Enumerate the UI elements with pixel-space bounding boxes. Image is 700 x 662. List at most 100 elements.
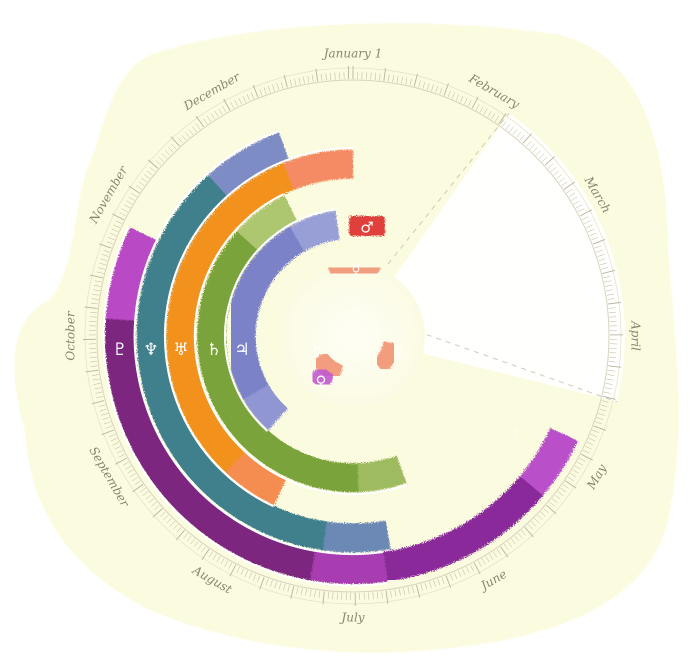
mark-venus <box>307 364 336 392</box>
day-tick <box>195 115 205 128</box>
day-tick <box>567 476 574 482</box>
mark-mercury-1 <box>326 259 382 282</box>
day-tick <box>540 511 546 517</box>
day-tick <box>516 132 521 138</box>
day-tick <box>607 301 621 305</box>
day-tick <box>521 530 527 536</box>
day-tick <box>327 591 329 599</box>
day-tick <box>93 289 101 292</box>
day-tick <box>509 126 514 133</box>
day-tick <box>89 316 97 318</box>
day-tick <box>379 73 381 81</box>
day-tick <box>111 228 119 233</box>
day-tick <box>100 258 108 262</box>
day-tick <box>296 587 299 594</box>
day-tick <box>592 238 606 245</box>
day-tick <box>544 156 555 166</box>
planet-bands <box>102 130 578 587</box>
day-tick <box>188 129 194 135</box>
day-tick <box>605 383 613 385</box>
day-tick <box>370 72 372 80</box>
day-tick <box>593 425 607 431</box>
day-tick <box>263 87 267 95</box>
day-tick <box>178 137 184 144</box>
day-tick <box>475 104 480 111</box>
day-tick <box>543 508 549 514</box>
moon-icon: ☾ <box>512 425 525 443</box>
day-tick <box>422 81 426 89</box>
day-tick <box>128 185 140 194</box>
day-tick <box>124 465 132 470</box>
uranus-icon: ♅ <box>173 340 188 360</box>
day-tick <box>607 369 615 372</box>
day-tick <box>461 568 466 576</box>
day-tick <box>583 449 590 454</box>
day-tick <box>228 562 233 570</box>
day-tick <box>590 433 598 438</box>
day-tick <box>218 108 223 115</box>
day-tick <box>588 437 596 442</box>
day-tick <box>193 541 199 548</box>
day-tick <box>556 174 562 179</box>
day-tick <box>579 209 592 217</box>
band-jupiter-edge <box>224 208 336 432</box>
day-tick <box>321 73 323 81</box>
day-tick <box>608 307 616 309</box>
day-tick <box>457 570 462 578</box>
day-tick <box>449 573 453 581</box>
day-tick <box>94 280 102 283</box>
day-tick <box>330 72 332 81</box>
day-tick <box>139 487 146 493</box>
day-tick <box>381 591 383 599</box>
day-tick <box>557 491 564 496</box>
day-tick <box>99 243 112 249</box>
day-tick <box>563 181 576 190</box>
day-tick <box>607 298 615 300</box>
day-tick <box>214 110 219 118</box>
day-tick <box>208 551 214 558</box>
month-label-october: October <box>64 310 78 360</box>
day-tick <box>390 590 392 598</box>
day-tick <box>90 361 98 363</box>
day-ticks <box>82 65 624 607</box>
day-tick <box>108 433 116 438</box>
band-saturn-edge <box>193 193 408 496</box>
day-tick <box>122 461 130 466</box>
day-tick <box>411 586 415 593</box>
day-tick <box>195 123 201 130</box>
day-tick <box>605 284 613 287</box>
day-tick <box>500 546 509 558</box>
day-tick <box>496 548 501 555</box>
day-tick <box>477 560 482 567</box>
day-tick <box>598 413 605 416</box>
day-tick <box>144 174 150 179</box>
day-tick <box>112 441 120 446</box>
day-tick <box>230 101 235 109</box>
day-tick <box>240 568 245 576</box>
day-tick <box>489 553 494 560</box>
day-tick <box>580 453 594 461</box>
day-tick <box>283 74 288 88</box>
day-tick <box>568 192 576 198</box>
day-tick <box>463 97 468 105</box>
day-tick <box>287 584 290 592</box>
day-tick <box>392 75 394 83</box>
day-tick <box>201 548 210 561</box>
mark-mars <box>349 216 385 236</box>
mark-mercury-3 <box>372 340 402 374</box>
day-tick <box>602 269 616 275</box>
day-tick <box>110 437 118 442</box>
day-tick <box>250 92 255 99</box>
day-tick <box>161 153 168 159</box>
day-tick <box>149 167 156 172</box>
day-tick <box>166 517 172 524</box>
day-tick <box>91 302 99 305</box>
day-tick <box>181 134 187 141</box>
day-tick <box>602 395 616 400</box>
day-tick <box>104 421 111 425</box>
pluto-icon: ♇ <box>112 340 127 360</box>
day-tick <box>154 505 160 510</box>
day-tick <box>197 543 203 550</box>
day-tick <box>608 311 616 314</box>
